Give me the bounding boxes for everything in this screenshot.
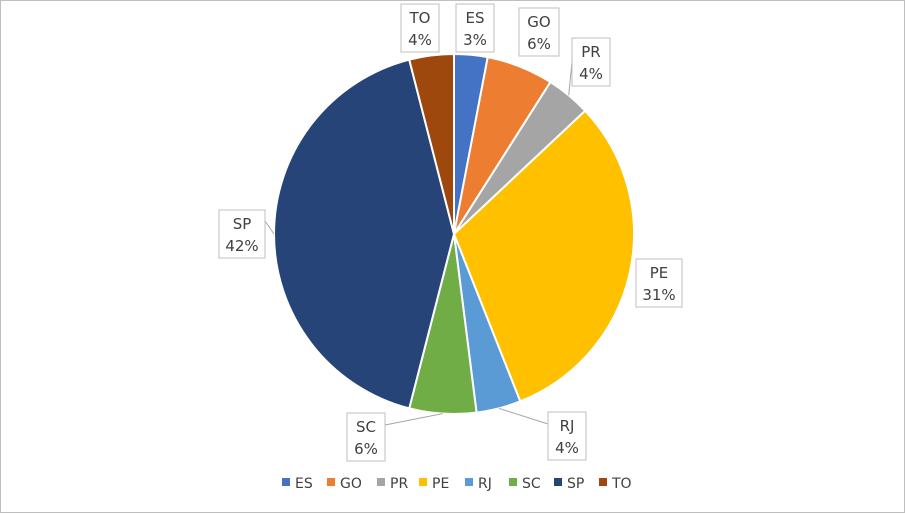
legend-label: GO — [340, 476, 362, 492]
data-label-sc: SC 6% — [347, 413, 385, 461]
legend-item-pe: PE — [419, 476, 449, 492]
legend-swatch — [554, 478, 562, 486]
data-label-to: TO 4% — [401, 4, 439, 52]
data-label-category: TO — [409, 9, 431, 27]
legend-swatch — [282, 478, 290, 486]
legend-label: PR — [390, 476, 408, 492]
legend-item-to: TO — [599, 476, 632, 492]
data-label-percent: 31% — [642, 286, 675, 304]
legend-item-sc: SC — [509, 476, 541, 492]
data-label-pr: PR 4% — [572, 38, 610, 86]
legend-label: ES — [295, 476, 313, 492]
data-label-category: SC — [356, 418, 376, 436]
data-label-go: GO 6% — [519, 8, 559, 56]
legend-item-sp: SP — [554, 476, 584, 492]
data-label-percent: 4% — [555, 439, 579, 457]
leader-line-rj — [499, 408, 548, 424]
legend-swatch — [465, 478, 473, 486]
pie-slices — [274, 54, 634, 414]
data-label-category: PR — [581, 43, 600, 61]
data-label-percent: 4% — [579, 65, 603, 83]
legend-swatch — [509, 478, 517, 486]
data-label-category: SP — [233, 215, 252, 233]
data-label-percent: 42% — [225, 237, 258, 255]
data-label-category: GO — [527, 13, 550, 31]
leader-line-sp — [265, 221, 274, 234]
data-label-percent: 3% — [463, 31, 487, 49]
data-label-percent: 6% — [354, 440, 378, 458]
data-label-category: RJ — [560, 417, 575, 435]
legend-label: TO — [611, 476, 632, 492]
data-label-pe: PE 31% — [636, 259, 682, 307]
data-label-category: PE — [650, 264, 669, 282]
legend-label: SC — [522, 476, 541, 492]
data-label-sp: SP 42% — [219, 210, 265, 258]
data-label-es: ES 3% — [456, 4, 494, 52]
leader-line-sc — [385, 414, 443, 425]
legend-item-es: ES — [282, 476, 313, 492]
data-label-rj: RJ 4% — [548, 412, 586, 460]
data-label-percent: 4% — [408, 31, 432, 49]
legend-item-rj: RJ — [465, 476, 492, 492]
legend-label: RJ — [478, 476, 492, 492]
legend-item-pr: PR — [377, 476, 408, 492]
legend: ES GO PR PE RJ SC SP TO — [282, 476, 632, 492]
legend-label: PE — [432, 476, 449, 492]
legend-swatch — [327, 478, 335, 486]
legend-swatch — [419, 478, 427, 486]
legend-item-go: GO — [327, 476, 362, 492]
data-label-percent: 6% — [527, 35, 551, 53]
legend-swatch — [599, 478, 607, 486]
legend-swatch — [377, 478, 385, 486]
data-label-category: ES — [466, 9, 485, 27]
legend-label: SP — [567, 476, 584, 492]
